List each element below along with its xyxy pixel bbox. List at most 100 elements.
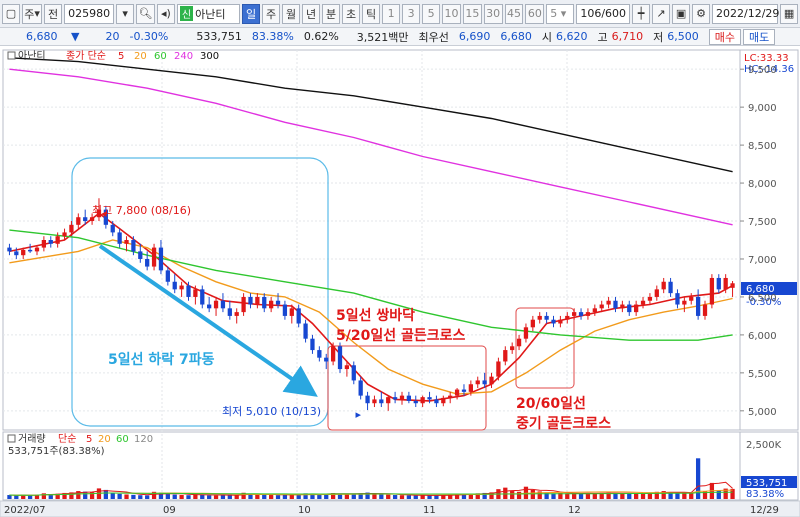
candle-body (83, 217, 88, 222)
volume-bar (668, 492, 673, 499)
candle-body (399, 395, 405, 400)
candle-body (434, 399, 439, 404)
volume-bar (69, 492, 74, 499)
interval-button-tick[interactable]: 틱 (362, 3, 381, 24)
chart-type-icon[interactable]: ┿ (632, 3, 651, 24)
sell-button[interactable]: 매도 (743, 28, 776, 45)
count-field[interactable]: 106/600 (576, 3, 631, 24)
candle-body (14, 251, 19, 256)
minute-button-5[interactable]: 5 (422, 3, 441, 24)
interval-button-day[interactable]: 일 (242, 3, 261, 24)
volume-legend-checkbox[interactable] (7, 434, 16, 443)
volume-bar (172, 494, 177, 499)
price-tick-label: 9,500 (748, 65, 777, 76)
interval-button-month[interactable]: 월 (282, 3, 301, 24)
candle-body (172, 281, 177, 290)
candle-body (96, 209, 102, 218)
double-bottom-note: 5일선 쌍바닥 (336, 307, 415, 324)
volume-bar (682, 493, 687, 499)
volume-bar (613, 493, 618, 499)
drawing-tool-icon[interactable]: ↗ (652, 3, 671, 24)
volume-bar (76, 491, 81, 499)
volume-bar (372, 493, 377, 499)
volume-bar (406, 495, 412, 499)
interval-button-week[interactable]: 주 (262, 3, 281, 24)
volume-bar (303, 493, 308, 499)
candle-body (158, 247, 164, 271)
candle-body (103, 209, 108, 225)
volume-bar (565, 493, 570, 499)
prev-button[interactable]: 전 (44, 3, 63, 24)
volume-value-text: 533,751주(83.38%) (8, 446, 105, 457)
candle-body (255, 296, 260, 305)
volume-legend-ma5: 5 (86, 434, 92, 445)
volume-bars (7, 458, 735, 499)
volume-bar (324, 494, 329, 499)
stock-code-input[interactable]: 025980 (64, 3, 115, 24)
price-tick-label: 5,000 (748, 407, 777, 418)
legend-checkbox[interactable] (7, 51, 16, 60)
volume-bar (145, 495, 150, 499)
date-field[interactable]: 2022/12/29 (712, 3, 779, 24)
candle-body (613, 300, 618, 309)
volume-legend-name: 거래량 (18, 433, 46, 445)
gear-icon[interactable]: ⚙ (692, 3, 711, 24)
volume-bar (117, 493, 122, 499)
volume-current-tag (741, 476, 797, 488)
volume-legend-ma-label: 단순 (58, 433, 76, 445)
minute-button-30[interactable]: 30 (483, 3, 503, 24)
candle-body (392, 397, 398, 400)
volume-bar (14, 495, 19, 499)
stock-chart[interactable]: ◂▸ 아난티 종가 단순 5 20 60 240 300 LC:33.33 HC… (0, 46, 800, 517)
minute-button-3[interactable]: 3 (402, 3, 421, 24)
minute-button-1[interactable]: 1 (382, 3, 401, 24)
candle-body (227, 308, 232, 316)
save-icon[interactable]: ▣ (672, 3, 691, 24)
best-bid: 6,680 (500, 30, 532, 43)
price-change-pct: -0.30% (129, 30, 169, 43)
volume-bar (448, 494, 453, 499)
candle-body (716, 277, 721, 290)
volume-bar (537, 491, 542, 499)
candle-body (41, 240, 47, 248)
chart-toolbar: ▢ 주 ▾ 전 025980 ▾ 🔍︎ ◂) 신 아난티 일 주 월 년 분 초 … (0, 0, 800, 28)
candle-body (234, 312, 239, 316)
candle-body (151, 247, 157, 267)
volume-bar (289, 494, 294, 499)
minute-select[interactable]: 5 ▾ (546, 3, 575, 24)
minute-button-45[interactable]: 45 (504, 3, 524, 24)
volume-bar (269, 495, 274, 499)
candle-body (413, 400, 418, 404)
interval-button-second[interactable]: 초 (342, 3, 361, 24)
search-icon[interactable]: 🔍︎ (136, 3, 155, 24)
volume-bar (282, 494, 288, 499)
volume-axis-tick: 2,500K (746, 440, 782, 451)
volume-bar (89, 492, 95, 499)
candle-body (186, 285, 191, 297)
volume-bar (138, 495, 143, 499)
interval-button-year[interactable]: 년 (302, 3, 321, 24)
candle-body (572, 312, 577, 316)
volume-bar (420, 495, 425, 499)
time-gridlines (161, 50, 568, 500)
stock-name-field[interactable]: 신 아난티 (176, 3, 241, 24)
candle-body (537, 315, 542, 320)
volume-bar (661, 491, 666, 499)
candle-body (709, 277, 715, 305)
calendar-icon[interactable]: ▦ (780, 3, 799, 24)
speaker-icon[interactable]: ◂) (156, 3, 175, 24)
minute-button-15[interactable]: 15 (462, 3, 482, 24)
period-select[interactable]: 주 ▾ (22, 3, 43, 24)
buy-button[interactable]: 매수 (708, 28, 742, 45)
candle-body (441, 397, 446, 404)
dropdown-icon[interactable]: ▾ (116, 3, 135, 24)
volume-bar (21, 494, 26, 499)
minute-button-10[interactable]: 10 (442, 3, 461, 24)
candle-body (516, 338, 522, 347)
candle-body (406, 395, 412, 401)
minute-button-60[interactable]: 60 (525, 3, 545, 24)
volume-value: 533,751 (196, 30, 242, 43)
candle-body (337, 346, 343, 370)
chart-menu-icon[interactable]: ▢ (2, 3, 20, 24)
interval-button-minute[interactable]: 분 (322, 3, 341, 24)
